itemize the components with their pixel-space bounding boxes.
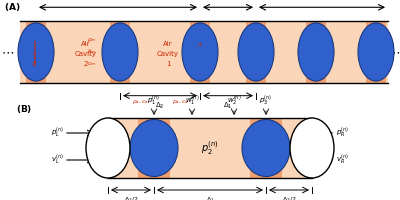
Text: $(n+1)$: $(n+1)$ [309, 0, 335, 2]
Bar [366, 21, 386, 83]
Ellipse shape [290, 118, 334, 178]
Bar [246, 21, 266, 83]
Text: $p_2^{(n)}$: $p_2^{(n)}$ [201, 139, 219, 157]
Text: $\cdots$: $\cdots$ [2, 46, 14, 58]
Bar [26, 21, 46, 83]
Ellipse shape [130, 119, 178, 176]
Bar [110, 21, 130, 83]
Text: Air: Air [81, 41, 91, 47]
Text: $\Delta_2/2$: $\Delta_2/2$ [282, 195, 296, 200]
Text: $\bf{(B)}$: $\bf{(B)}$ [16, 103, 32, 115]
Text: 1: 1 [166, 61, 170, 67]
Ellipse shape [102, 23, 138, 81]
Text: $(n-1)$: $(n-1)$ [105, 0, 131, 2]
Text: Air: Air [163, 41, 173, 47]
Ellipse shape [298, 23, 334, 81]
Text: $h_m$: $h_m$ [86, 48, 96, 56]
Text: $v_L^{(n)}$: $v_L^{(n)}$ [51, 153, 64, 167]
Text: $a$: $a$ [197, 41, 203, 48]
Text: $\cdots$: $\cdots$ [388, 46, 400, 58]
Text: Cavity: Cavity [75, 51, 97, 57]
Text: $\Delta_2$: $\Delta_2$ [155, 101, 165, 111]
Bar [306, 21, 326, 83]
Ellipse shape [18, 23, 54, 81]
Text: $\Delta_1$: $\Delta_1$ [223, 101, 233, 111]
Text: $w_1^{(n)}$: $w_1^{(n)}$ [185, 94, 199, 108]
Text: $c_m$: $c_m$ [87, 61, 96, 68]
Text: $p_L^{(n)}$: $p_L^{(n)}$ [51, 126, 64, 140]
Text: $\rho_m$: $\rho_m$ [86, 36, 96, 44]
Text: $\Delta_1$: $\Delta_1$ [206, 195, 214, 200]
Ellipse shape [238, 23, 274, 81]
Ellipse shape [86, 118, 130, 178]
Text: $p_3^{(n)}$: $p_3^{(n)}$ [259, 94, 273, 108]
Ellipse shape [358, 23, 394, 81]
Bar [138, 118, 170, 178]
Text: Membrane: Membrane [34, 39, 38, 65]
Text: $\Delta_2/2$: $\Delta_2/2$ [124, 195, 138, 200]
Bar [108, 118, 312, 178]
Text: $w_2^{(n)}$: $w_2^{(n)}$ [227, 94, 241, 108]
Ellipse shape [182, 23, 218, 81]
Bar [250, 118, 282, 178]
Bar [20, 21, 388, 83]
Ellipse shape [242, 119, 290, 176]
Text: $\rho_a, c_a$: $\rho_a, c_a$ [132, 98, 148, 106]
Text: $\bf{(A)}$: $\bf{(A)}$ [4, 1, 20, 13]
Text: Cavity: Cavity [157, 51, 179, 57]
Text: $p_R^{(n)}$: $p_R^{(n)}$ [336, 126, 349, 140]
Text: $p_1^{(n)}$: $p_1^{(n)}$ [147, 94, 161, 108]
Bar [190, 21, 210, 83]
Text: $\rho_a, c_a$: $\rho_a, c_a$ [172, 98, 188, 106]
Text: 2: 2 [84, 61, 88, 67]
Text: $v_R^{(n)}$: $v_R^{(n)}$ [336, 153, 349, 167]
Text: $(n)$: $(n)$ [222, 0, 234, 2]
